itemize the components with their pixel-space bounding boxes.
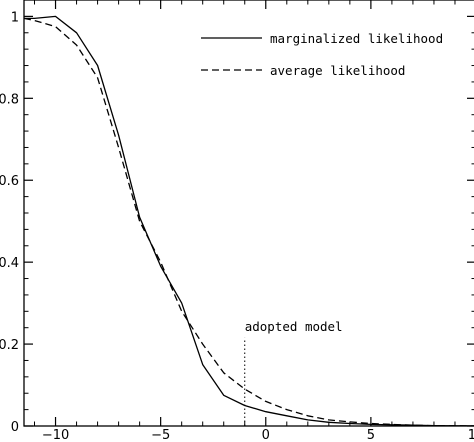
x-tick-label: 5 bbox=[367, 428, 375, 442]
y-tick-label: 0.6 bbox=[0, 174, 19, 189]
y-tick-label: 0.2 bbox=[0, 338, 19, 353]
annotations: adopted model bbox=[244, 319, 343, 426]
axis-tick-labels: −10 −5 0 5 10 0 0.2 0.4 0.6 0.8 1 bbox=[0, 10, 474, 442]
axis-ticks bbox=[24, 0, 474, 427]
plot-frame bbox=[23, 0, 474, 427]
x-tick-label: −10 bbox=[42, 428, 69, 442]
y-tick-label: 0.8 bbox=[0, 92, 19, 107]
x-tick-label: −5 bbox=[151, 428, 170, 442]
series-line-marginalized bbox=[24, 15, 474, 427]
legend-label: average likelihood bbox=[270, 63, 405, 78]
series-line-average bbox=[23, 17, 474, 427]
adopted-model-label: adopted model bbox=[245, 319, 343, 334]
y-tick-label: 0 bbox=[11, 420, 19, 435]
legend-label: marginalized likelihood bbox=[270, 31, 443, 46]
x-tick-label: 0 bbox=[262, 428, 270, 442]
y-tick-label: 1 bbox=[11, 10, 19, 25]
legend: marginalized likelihood average likelihoo… bbox=[201, 31, 443, 78]
x-tick-label: 10 bbox=[468, 428, 474, 442]
series-lines bbox=[23, 15, 474, 427]
y-tick-label: 0.4 bbox=[0, 256, 19, 271]
